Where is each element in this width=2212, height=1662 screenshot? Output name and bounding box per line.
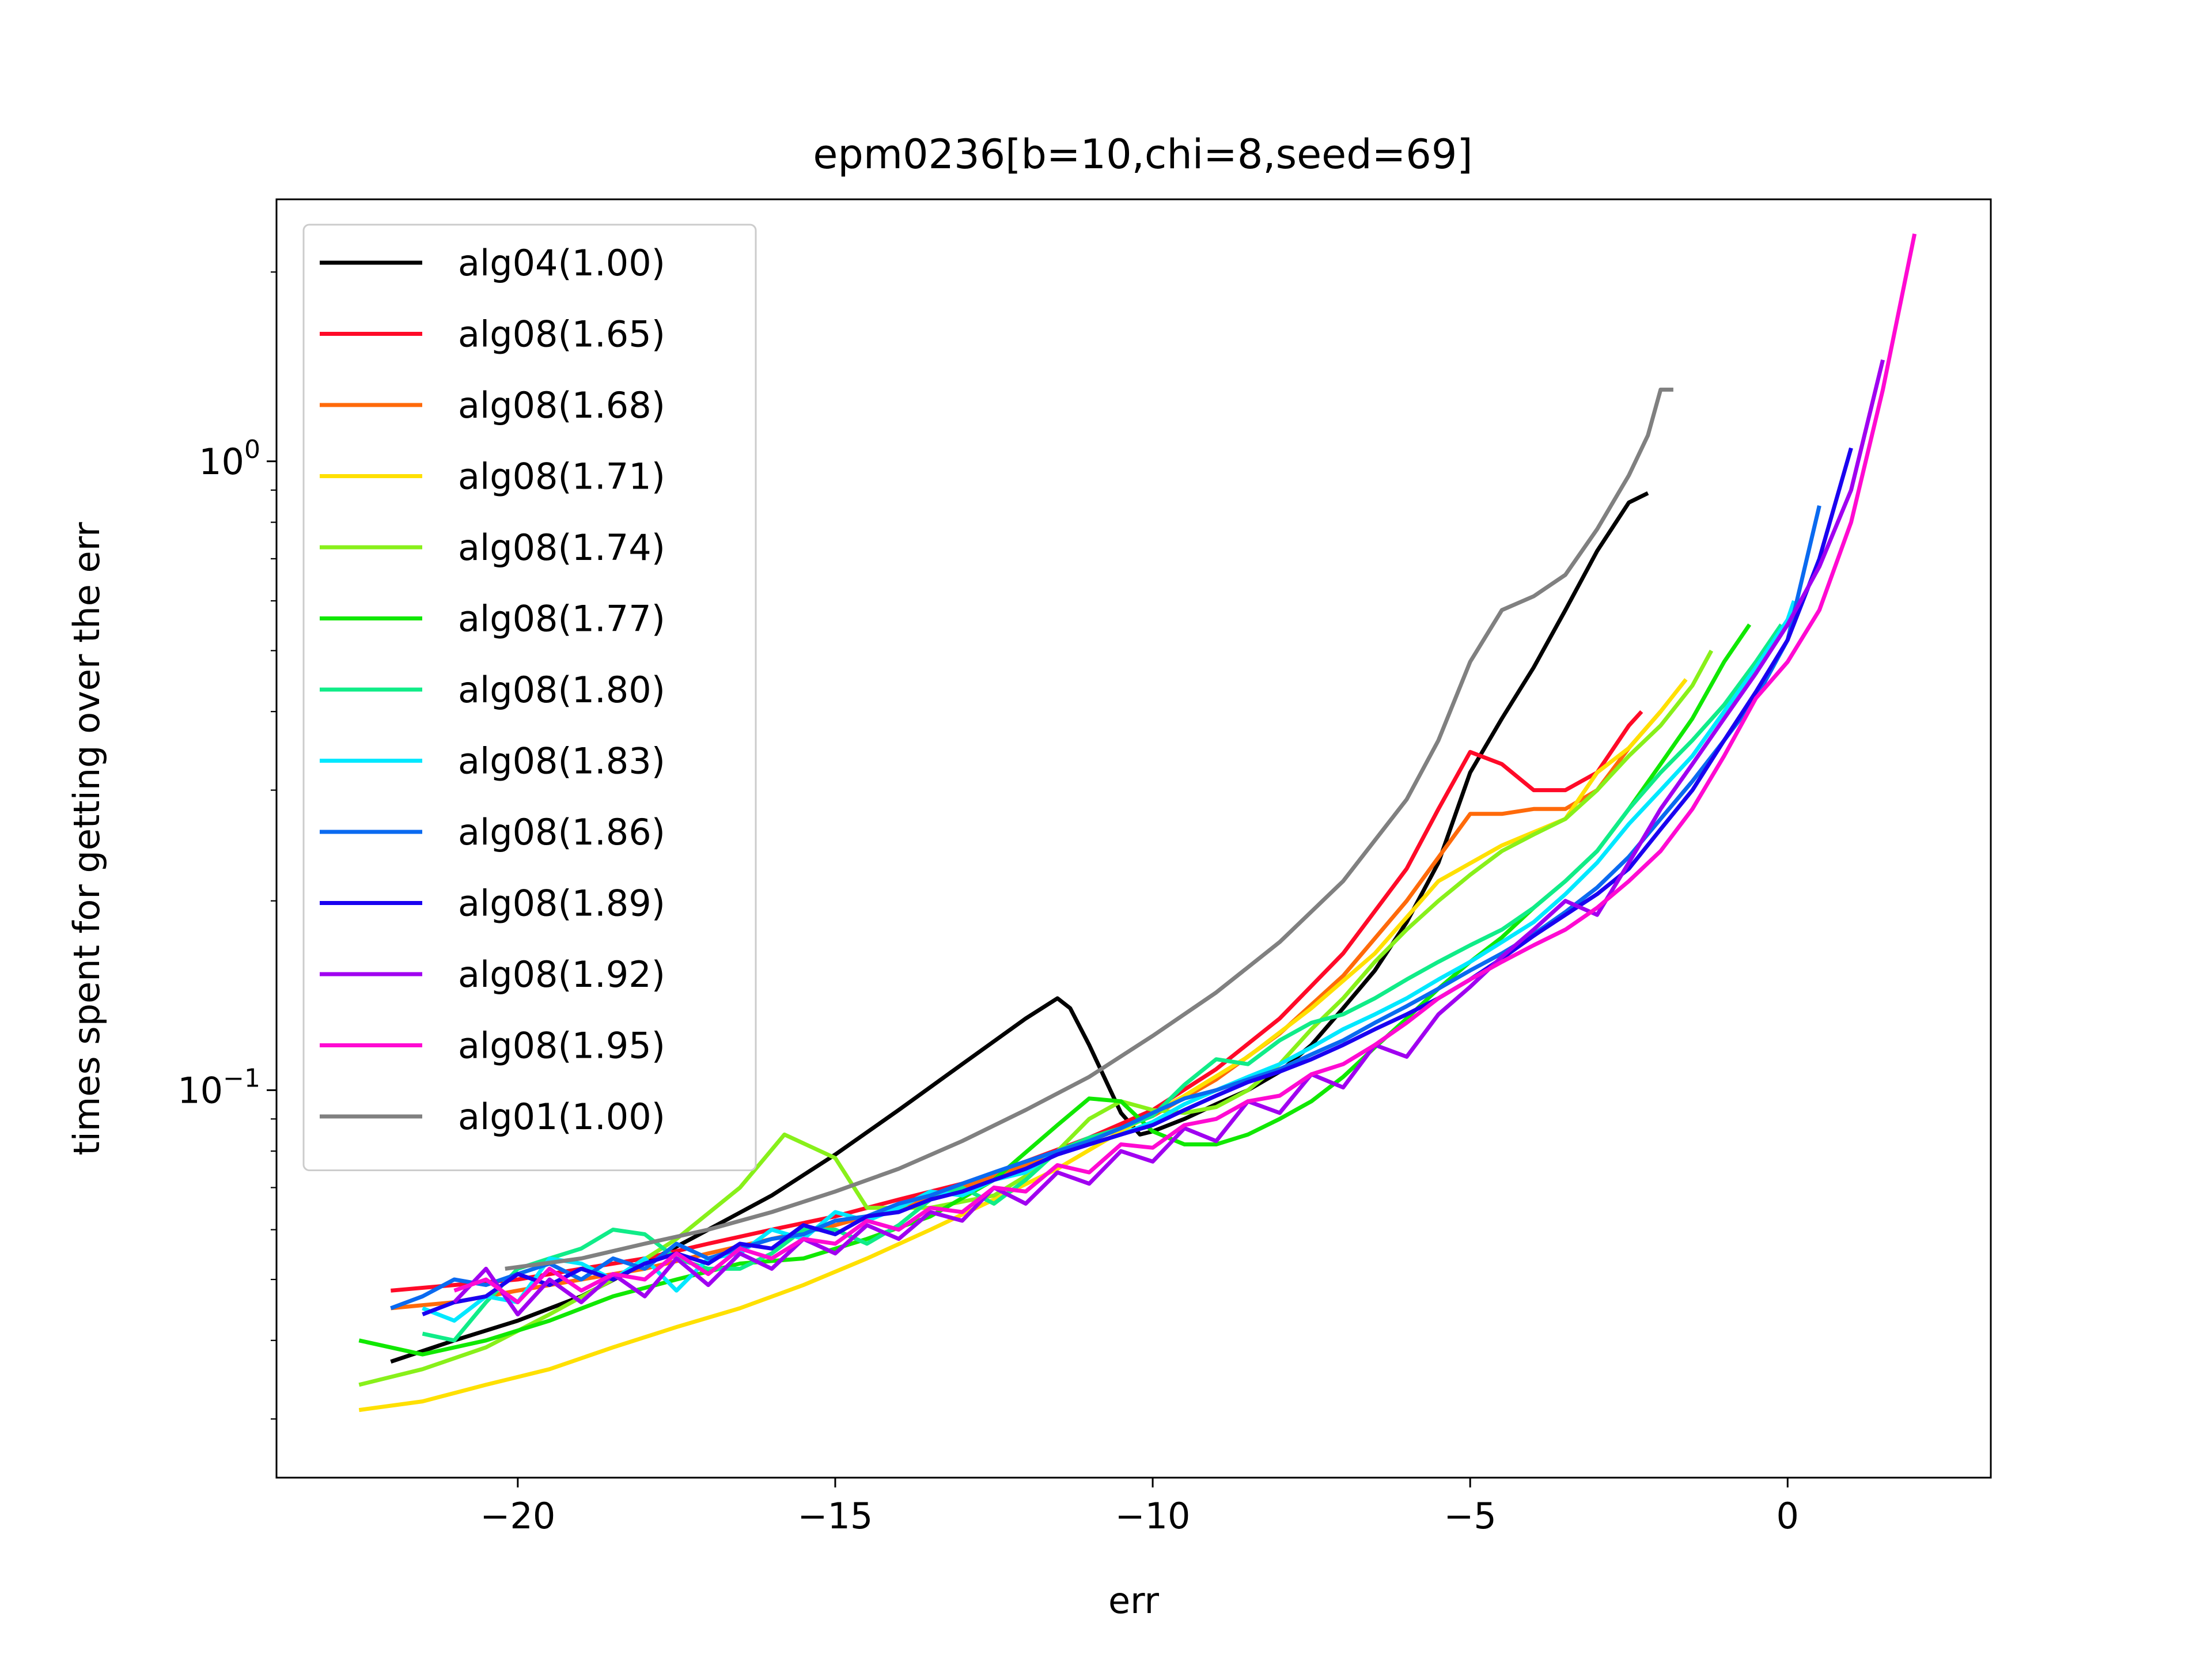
legend-label: alg08(1.95) bbox=[458, 1025, 665, 1067]
legend-box bbox=[302, 224, 757, 1171]
series-line-4 bbox=[358, 649, 1714, 1387]
legend-label: alg01(1.00) bbox=[458, 1096, 665, 1138]
legend-label: alg08(1.92) bbox=[458, 953, 665, 995]
legend-label: alg08(1.80) bbox=[458, 669, 665, 711]
legend-label: alg08(1.68) bbox=[458, 384, 665, 426]
series-line-10 bbox=[453, 359, 1885, 1317]
legend-label: alg08(1.65) bbox=[458, 313, 665, 355]
legend-label: alg08(1.77) bbox=[458, 598, 665, 640]
legend-label: alg08(1.89) bbox=[458, 883, 665, 925]
x-tick-label: −5 bbox=[1444, 1495, 1496, 1537]
plot-frame bbox=[275, 198, 1992, 1479]
chart-title: epm0236[b=10,chi=8,seed=69] bbox=[813, 131, 1472, 178]
legend-label: alg08(1.86) bbox=[458, 811, 665, 853]
legend: alg04(1.00) alg08(1.65) alg08(1.68) alg08(1… bbox=[302, 224, 757, 1171]
legend-label: alg08(1.74) bbox=[458, 527, 665, 569]
series-line-8 bbox=[390, 505, 1821, 1311]
x-tick-label: −10 bbox=[1115, 1495, 1191, 1537]
legend-label: alg08(1.71) bbox=[458, 456, 665, 498]
series-line-9 bbox=[422, 447, 1853, 1316]
series-line-11 bbox=[453, 233, 1917, 1304]
legend-label: alg04(1.00) bbox=[458, 242, 665, 284]
x-tick-label: 0 bbox=[1777, 1495, 1799, 1537]
series-line-12 bbox=[505, 387, 1673, 1271]
x-tick-label: −15 bbox=[798, 1495, 873, 1537]
legend-label: alg08(1.83) bbox=[458, 740, 665, 782]
x-tick-label: −20 bbox=[480, 1495, 555, 1537]
x-axis: −20 −15 −10 −5 0 bbox=[480, 1478, 1799, 1537]
x-axis-label: err bbox=[1108, 1580, 1160, 1622]
y-axis-label: times spent for getting over the err bbox=[66, 522, 108, 1156]
y-tick-label: 10−1 bbox=[177, 1063, 260, 1111]
series-line-3 bbox=[358, 678, 1688, 1413]
